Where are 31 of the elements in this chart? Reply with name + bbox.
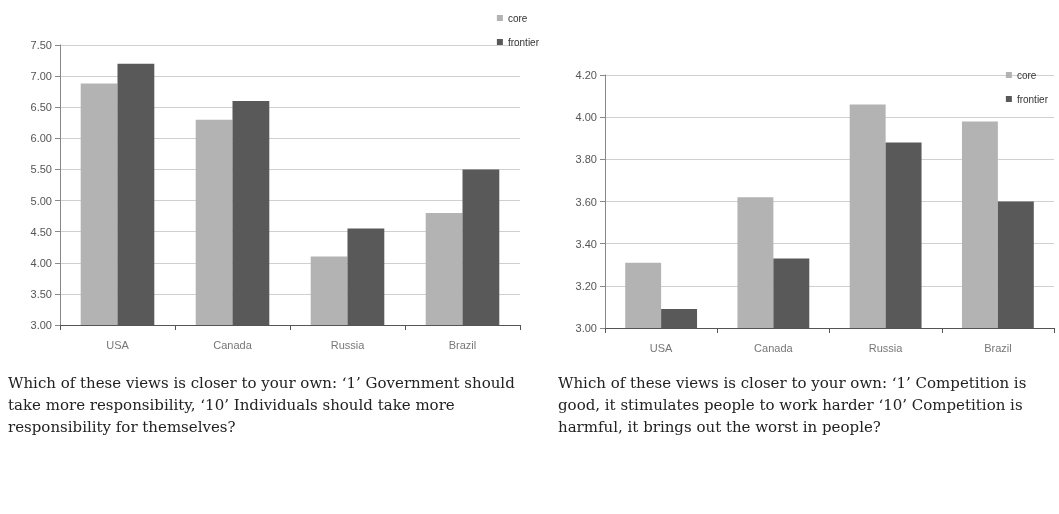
x-tick-label: Russia xyxy=(330,338,366,351)
x-tick-label: Canada xyxy=(213,338,253,351)
y-tick-label: 3.60 xyxy=(575,195,597,208)
y-tick-label: 4.50 xyxy=(30,225,52,238)
y-tick-label: 3.00 xyxy=(30,319,52,331)
y-tick-label: 6.00 xyxy=(30,132,52,145)
y-tick-label: 6.50 xyxy=(30,101,52,114)
x-tick-label: USA xyxy=(106,338,130,351)
y-tick-label: 4.00 xyxy=(575,111,597,124)
y-tick-label: 7.00 xyxy=(30,70,52,83)
legend-label: core xyxy=(507,12,528,24)
y-tick-label: 3.40 xyxy=(575,237,597,250)
legend-label: frontier xyxy=(507,36,540,48)
y-tick-label: 4.20 xyxy=(575,69,597,81)
legend-label: core xyxy=(1016,69,1037,81)
y-tick-label: 3.20 xyxy=(575,279,597,292)
y-tick-label: 5.50 xyxy=(30,163,52,176)
x-tick-label: Russia xyxy=(868,341,904,354)
x-tick-label: Brazil xyxy=(984,341,1012,354)
x-tick-label: USA xyxy=(649,341,674,354)
y-tick-label: 4.00 xyxy=(30,256,52,269)
y-tick-label: 3.00 xyxy=(575,322,597,334)
y-tick-label: 7.50 xyxy=(30,39,52,51)
y-tick-label: 5.00 xyxy=(30,194,52,207)
x-tick-label: Brazil xyxy=(448,338,477,351)
y-tick-label: 3.80 xyxy=(575,153,597,166)
y-tick-label: 3.50 xyxy=(30,287,52,300)
text: Which of these views is closer to your own: ‘1’ Competition is good, it stimulates people to work harder ‘10’ Competition is harmful, it brings out the worst in people? xyxy=(557,373,1028,438)
text: Which of these views is closer to your own: ‘1’ Government should take more responsibility, ‘10’ Individuals should take more responsibility for themselves? xyxy=(7,373,516,438)
x-tick-label: Canada xyxy=(754,341,794,354)
legend-label: frontier xyxy=(1016,93,1049,105)
